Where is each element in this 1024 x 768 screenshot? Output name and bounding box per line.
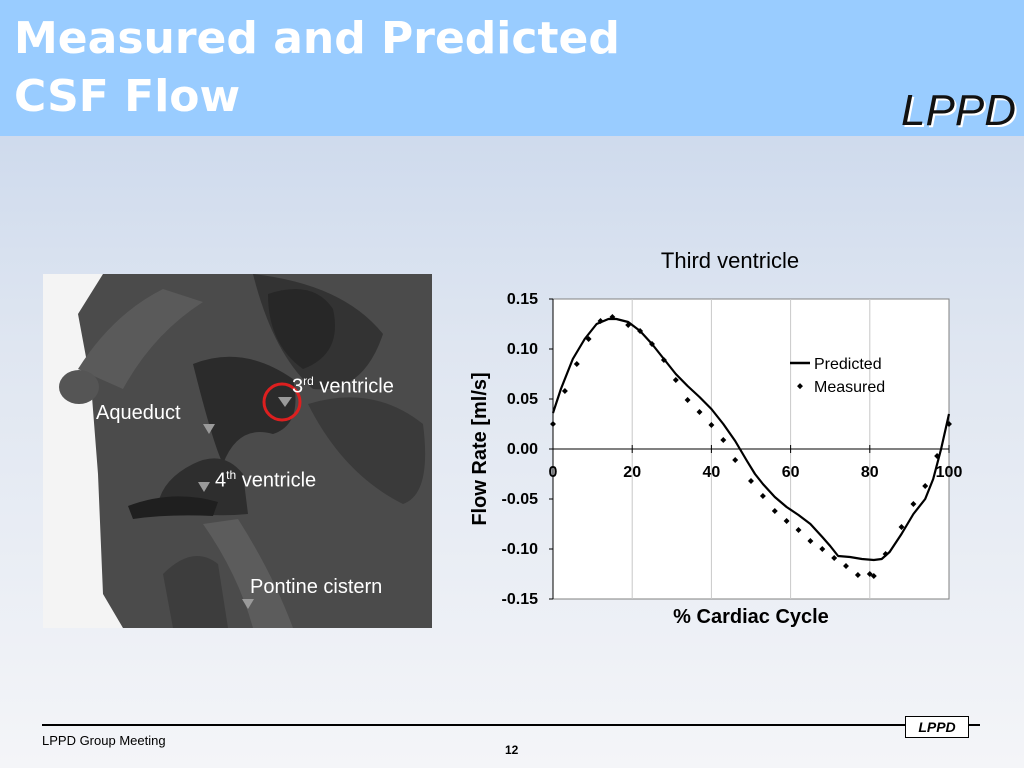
y-tick-label: -0.15 bbox=[502, 591, 539, 608]
flow-chart: Third ventricle 0.15 0.10 0.05 0.00 -0.05 -0.… bbox=[460, 240, 980, 640]
footer-divider bbox=[42, 724, 980, 726]
series-predicted-line bbox=[551, 317, 951, 562]
model-upper-core bbox=[268, 289, 335, 369]
x-axis-label: % Cardiac Cycle bbox=[673, 606, 829, 628]
series-measured-point bbox=[910, 501, 917, 507]
label-fourth-number: 4 bbox=[215, 469, 227, 492]
model-knob bbox=[59, 370, 99, 404]
series-measured-point bbox=[934, 453, 941, 459]
y-axis-label: Flow Rate [ml/s] bbox=[469, 372, 491, 525]
y-tick-label: -0.10 bbox=[502, 541, 539, 558]
y-tick-label: 0.05 bbox=[507, 391, 538, 408]
model-lower-stem bbox=[203, 519, 293, 628]
series-measured-point bbox=[759, 493, 766, 499]
legend-measured-swatch bbox=[797, 383, 803, 390]
title-bar: Measured and Predicted CSF Flow LPPD bbox=[0, 0, 1024, 136]
fourth-ventricle-marker bbox=[198, 482, 210, 492]
label-third-word: ventricle bbox=[313, 375, 394, 398]
y-tick-label: -0.05 bbox=[502, 491, 539, 508]
series-measured-point bbox=[898, 524, 905, 530]
x-tick-label: 40 bbox=[703, 464, 721, 481]
series-measured-point bbox=[684, 397, 691, 403]
legend-predicted-label: Predicted bbox=[814, 356, 882, 373]
legend-measured-label: Measured bbox=[814, 379, 885, 396]
model-arm bbox=[78, 289, 203, 389]
y-tick-label: 0.00 bbox=[507, 441, 538, 458]
x-tick-label: 20 bbox=[623, 464, 641, 481]
y-tick-label: 0.15 bbox=[507, 291, 538, 308]
footer-logo: LPPD bbox=[905, 716, 969, 738]
legend: Predicted Measured bbox=[790, 356, 885, 396]
label-fourth-ventricle: 4th ventricle bbox=[215, 468, 316, 493]
label-pontine-cistern: Pontine cistern bbox=[250, 576, 383, 598]
slide-title-line-2: CSF Flow bbox=[14, 71, 241, 122]
x-tick-labels: 0 20 40 60 80 100 bbox=[549, 464, 963, 481]
model-right-lobe bbox=[308, 397, 426, 504]
series-measured-point bbox=[807, 538, 814, 544]
pontine-marker bbox=[242, 599, 254, 609]
label-fourth-suffix: th bbox=[226, 468, 237, 482]
series-measured-point bbox=[854, 572, 861, 578]
chart-svg: Third ventricle 0.15 0.10 0.05 0.00 -0.05 -0.… bbox=[469, 248, 963, 628]
series-measured-point bbox=[795, 527, 802, 533]
slide-title: Measured and Predicted CSF Flow bbox=[14, 10, 620, 126]
chart-title: Third ventricle bbox=[661, 248, 799, 273]
label-aqueduct: Aqueduct bbox=[96, 402, 181, 424]
header-logo: LPPD bbox=[901, 86, 1016, 135]
label-fourth-word: ventricle bbox=[236, 469, 317, 492]
model-bar bbox=[128, 496, 218, 519]
series-measured-point bbox=[882, 551, 889, 557]
third-ventricle-shape bbox=[193, 356, 296, 464]
x-tick-label: 60 bbox=[782, 464, 800, 481]
anatomy-figure: 3rd ventricle Aqueduct 4th ventricle Pon… bbox=[43, 274, 432, 628]
x-tick-label: 0 bbox=[549, 464, 558, 481]
series-measured-point bbox=[843, 563, 849, 569]
highlight-circle bbox=[262, 382, 302, 422]
slide-title-line-1: Measured and Predicted bbox=[14, 13, 620, 64]
aqueduct-marker bbox=[203, 424, 215, 434]
pontine-cistern-shape bbox=[163, 556, 228, 628]
series-measured-point bbox=[831, 555, 838, 561]
y-tick-labels: 0.15 0.10 0.05 0.00 -0.05 -0.10 -0.15 bbox=[502, 291, 539, 608]
label-third-suffix: rd bbox=[303, 374, 314, 388]
x-tick-label: 100 bbox=[936, 464, 963, 481]
x-tick-label: 80 bbox=[861, 464, 879, 481]
label-third-number: 3 bbox=[292, 375, 304, 398]
page-number: 12 bbox=[505, 743, 519, 757]
footer-meeting-name: LPPD Group Meeting bbox=[42, 733, 166, 748]
brain-ventricle-model bbox=[59, 274, 432, 628]
series-measured-point bbox=[783, 518, 790, 524]
third-ventricle-marker bbox=[278, 397, 292, 407]
y-tick-label: 0.10 bbox=[507, 341, 538, 358]
label-third-ventricle: 3rd ventricle bbox=[292, 374, 394, 399]
